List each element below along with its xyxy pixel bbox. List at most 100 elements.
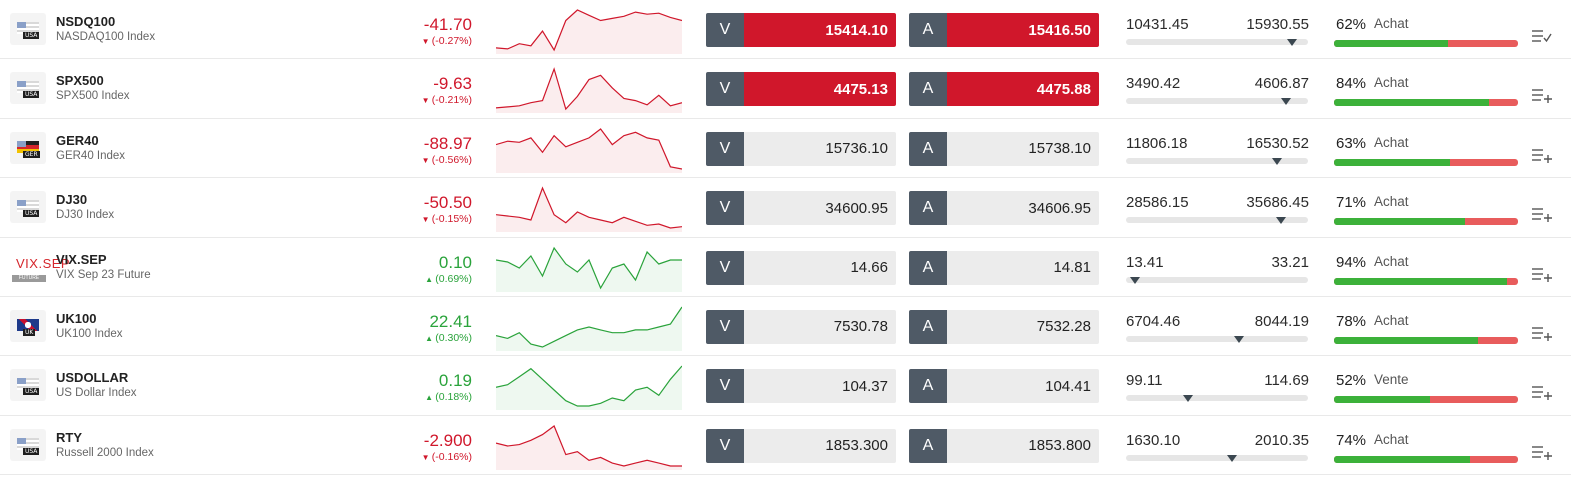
- instrument-row[interactable]: GER GER40 GER40 Index -88.97 ▼ (-0.56%) V 1573…: [0, 119, 1571, 179]
- instrument-symbol[interactable]: SPX500: [56, 73, 104, 89]
- sparkline-area: [496, 128, 682, 173]
- instrument-symbol[interactable]: NSDQ100: [56, 14, 116, 29]
- range-high: 33.21: [1271, 253, 1309, 271]
- sparkline-chart: [496, 246, 682, 292]
- change-percent-value: (0.18%): [435, 391, 472, 404]
- buy-button[interactable]: A 1853.800: [909, 428, 1099, 463]
- instrument-symbol[interactable]: UK100: [56, 310, 97, 326]
- price-change: -2.900: [423, 430, 472, 450]
- buy-label: A: [909, 191, 947, 226]
- instrument-row[interactable]: USA NSDQ100 NASDAQ100 Index -41.70 ▼ (-0.27%…: [0, 0, 1571, 60]
- change-percent-value: (0.69%): [435, 272, 472, 285]
- buy-label: A: [909, 250, 947, 285]
- sparkline-line: [496, 246, 682, 289]
- instrument-row[interactable]: USA RTY Russell 2000 Index -2.900 ▼ (-0.16%)…: [0, 416, 1571, 476]
- sparkline-area: [496, 366, 682, 411]
- us-flag-icon: USA: [10, 428, 46, 461]
- flag-tag: USA: [23, 91, 40, 99]
- range-marker-icon: [1276, 217, 1286, 225]
- sentiment-direction: Achat: [1374, 431, 1409, 447]
- instrument-description: Russell 2000 Index: [56, 446, 154, 459]
- buy-button[interactable]: A 4475.88: [909, 72, 1099, 107]
- instrument-row[interactable]: VIX.SEP FUTURE VIX.SEP VIX Sep 23 Future 0.1…: [0, 238, 1571, 297]
- sparkline-line: [496, 186, 682, 229]
- sentiment-bar: [1334, 40, 1518, 47]
- buy-button[interactable]: A 34606.95: [909, 191, 1099, 226]
- instrument-description: SPX500 Index: [56, 90, 130, 103]
- buy-price: 14.81: [947, 250, 1099, 285]
- menu-add-icon[interactable]: [1532, 266, 1552, 282]
- instrument-symbol[interactable]: USDOLLAR: [56, 370, 129, 386]
- sentiment-bar-fill: [1334, 158, 1450, 166]
- sell-button[interactable]: V 15414.10: [706, 13, 896, 47]
- instrument-symbol[interactable]: DJ30: [56, 192, 88, 208]
- buy-button[interactable]: A 15416.50: [909, 13, 1099, 47]
- sell-button[interactable]: V 1853.300: [706, 428, 896, 463]
- sell-button[interactable]: V 4475.13: [706, 72, 896, 107]
- instrument-row[interactable]: UK UK100 UK100 Index 22.41 ▲ (0.30%) V 7530.78…: [0, 297, 1571, 357]
- sparkline-area: [496, 69, 682, 114]
- uk-flag-icon: UK: [10, 309, 46, 342]
- sell-price: 14.66: [744, 250, 896, 285]
- sentiment-bar: [1334, 277, 1518, 285]
- sell-label: V: [706, 428, 744, 463]
- sentiment-direction: Achat: [1374, 75, 1409, 91]
- range-low: 10431.45: [1126, 16, 1189, 33]
- buy-label: A: [909, 13, 947, 47]
- price-change: 0.19: [438, 371, 472, 391]
- instrument-description: NASDAQ100 Index: [56, 31, 156, 43]
- sell-button[interactable]: V 34600.95: [706, 191, 896, 226]
- de-flag-icon: GER: [10, 131, 46, 164]
- menu-check-icon[interactable]: [1532, 28, 1552, 44]
- buy-button[interactable]: A 7532.28: [909, 309, 1099, 344]
- buy-button[interactable]: A 14.81: [909, 250, 1099, 285]
- range-high: 114.69: [1264, 372, 1309, 390]
- sparkline-chart: [496, 67, 682, 114]
- range-track: [1126, 98, 1308, 105]
- change-percent-value: (-0.15%): [431, 213, 472, 226]
- instrument-row[interactable]: USA DJ30 DJ30 Index -50.50 ▼ (-0.15%) V 34600.…: [0, 178, 1571, 238]
- sentiment-percent: 94%: [1336, 253, 1367, 271]
- sell-button[interactable]: V 14.66: [706, 250, 896, 285]
- sell-label: V: [706, 369, 744, 404]
- buy-price: 104.41: [947, 369, 1099, 404]
- range-marker-icon: [1272, 157, 1282, 165]
- menu-add-icon[interactable]: [1532, 206, 1552, 223]
- instrument-symbol[interactable]: GER40: [56, 132, 99, 148]
- menu-add-icon[interactable]: [1532, 87, 1552, 104]
- buy-button[interactable]: A 15738.10: [909, 131, 1099, 166]
- buy-price: 15416.50: [947, 13, 1099, 47]
- buy-button[interactable]: A 104.41: [909, 369, 1099, 404]
- range-marker-icon: [1130, 276, 1140, 284]
- menu-add-icon[interactable]: [1532, 325, 1552, 341]
- flag-tag: USA: [23, 388, 40, 396]
- sentiment-percent: 84%: [1336, 75, 1367, 93]
- arrow-down-icon: ▼: [421, 37, 432, 46]
- menu-add-icon[interactable]: [1532, 147, 1552, 163]
- sentiment-bar-fill: [1334, 218, 1465, 226]
- sparkline-area: [496, 425, 682, 470]
- instrument-symbol[interactable]: VIX.SEP: [56, 251, 107, 267]
- price-change-percent: ▲ (0.69%): [425, 273, 472, 285]
- sentiment-bar: [1334, 455, 1518, 463]
- sell-button[interactable]: V 15736.10: [706, 131, 896, 166]
- change-percent-value: (-0.56%): [431, 153, 472, 166]
- instrument-row[interactable]: USA USDOLLAR US Dollar Index 0.19 ▲ (0.18%) V…: [0, 356, 1571, 416]
- change-percent-value: (-0.21%): [431, 94, 472, 107]
- price-change: 22.41: [429, 311, 472, 331]
- sell-label: V: [706, 131, 744, 166]
- sell-button[interactable]: V 7530.78: [706, 309, 896, 344]
- instrument-description: GER40 Index: [56, 149, 126, 162]
- price-change-percent: ▲ (0.30%): [425, 332, 472, 344]
- menu-add-icon[interactable]: [1532, 444, 1552, 460]
- range-marker-icon: [1234, 335, 1244, 343]
- price-change: -9.63: [433, 74, 472, 94]
- sell-button[interactable]: V 104.37: [706, 369, 896, 404]
- instrument-symbol[interactable]: RTY: [56, 429, 82, 445]
- instrument-row[interactable]: USA SPX500 SPX500 Index -9.63 ▼ (-0.21%) V 447…: [0, 59, 1571, 119]
- flag-canton: [17, 22, 26, 28]
- menu-add-icon[interactable]: [1532, 384, 1552, 401]
- buy-label: A: [909, 369, 947, 404]
- range-track: [1126, 395, 1308, 402]
- flag-canton: [17, 81, 26, 88]
